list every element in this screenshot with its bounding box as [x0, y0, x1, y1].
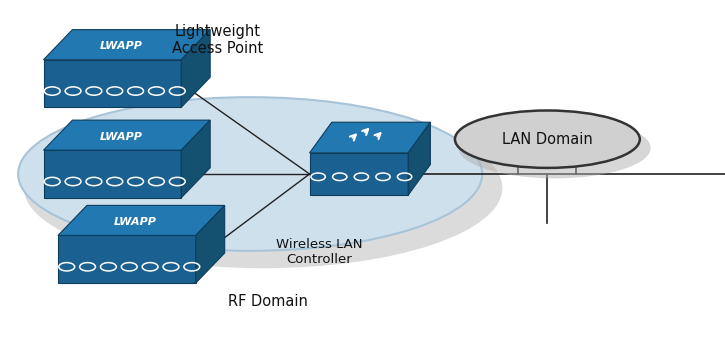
Text: RF Domain: RF Domain [228, 293, 308, 309]
Polygon shape [44, 60, 181, 107]
Text: LWAPP: LWAPP [99, 41, 143, 51]
Polygon shape [310, 153, 408, 195]
Text: LWAPP: LWAPP [114, 217, 157, 227]
Polygon shape [181, 120, 210, 198]
Polygon shape [44, 150, 181, 198]
Polygon shape [181, 30, 210, 107]
Polygon shape [196, 205, 225, 283]
Ellipse shape [18, 97, 482, 251]
Ellipse shape [24, 108, 502, 268]
Polygon shape [58, 205, 225, 236]
Text: LAN Domain: LAN Domain [502, 132, 593, 147]
Polygon shape [58, 236, 196, 283]
Polygon shape [44, 120, 210, 150]
Polygon shape [310, 122, 431, 153]
Ellipse shape [458, 118, 651, 179]
Text: Lightweight
Access Point: Lightweight Access Point [172, 24, 263, 56]
Polygon shape [408, 122, 431, 195]
Text: Wireless LAN
Controller: Wireless LAN Controller [276, 238, 362, 266]
Text: LWAPP: LWAPP [99, 132, 143, 142]
Polygon shape [44, 30, 210, 60]
Ellipse shape [455, 111, 639, 168]
